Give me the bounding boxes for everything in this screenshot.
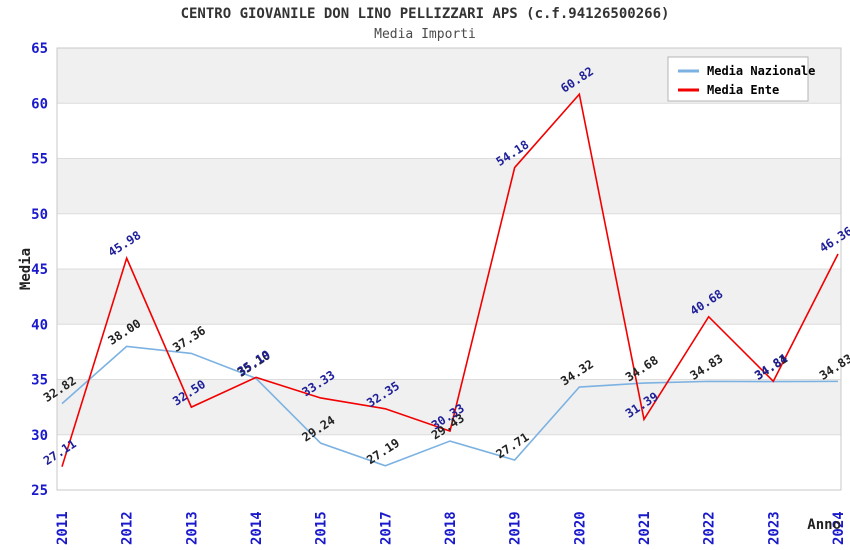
plot-band bbox=[57, 379, 841, 435]
y-tick-label: 65 bbox=[31, 41, 48, 57]
y-tick-label: 30 bbox=[31, 428, 48, 444]
data-label: 27.19 bbox=[364, 436, 402, 467]
x-tick-label: 2013 bbox=[184, 511, 200, 545]
y-tick-label: 55 bbox=[31, 152, 48, 168]
x-tick-label: 2014 bbox=[249, 511, 265, 545]
legend-label: Media Ente bbox=[707, 83, 779, 97]
series-line-media-nazionale bbox=[61, 345, 839, 467]
data-label: 34.83 bbox=[817, 351, 850, 382]
x-tick-label: 2022 bbox=[702, 511, 718, 545]
legend-label: Media Nazionale bbox=[707, 64, 815, 78]
x-tick-label: 2019 bbox=[508, 511, 524, 545]
data-label: 34.83 bbox=[688, 351, 726, 382]
x-tick-label: 2011 bbox=[55, 511, 71, 545]
data-label: 46.36 bbox=[817, 224, 850, 255]
x-axis-title: Anno bbox=[807, 517, 841, 533]
plot-border bbox=[56, 47, 842, 491]
x-tick-label: 2021 bbox=[637, 511, 653, 545]
x-tick-label: 2017 bbox=[378, 511, 394, 545]
x-tick-label: 2015 bbox=[314, 511, 330, 545]
data-label: 45.98 bbox=[106, 228, 144, 259]
y-tick-label: 60 bbox=[31, 96, 48, 112]
x-tick-label: 2023 bbox=[766, 511, 782, 545]
chart-subtitle: Media Importi bbox=[374, 27, 476, 42]
y-axis-title: Media bbox=[18, 248, 34, 290]
y-tick-label: 45 bbox=[31, 262, 48, 278]
series-line-media-ente bbox=[61, 92, 839, 467]
x-tick-label: 2018 bbox=[443, 511, 459, 545]
data-label: 37.36 bbox=[170, 323, 208, 354]
plot-band bbox=[57, 269, 841, 325]
legend bbox=[667, 56, 809, 102]
chart-title: CENTRO GIOVANILE DON LINO PELLIZZARI APS… bbox=[180, 6, 670, 22]
y-tick-label: 50 bbox=[31, 207, 48, 223]
plot-band bbox=[57, 158, 841, 214]
y-tick-label: 35 bbox=[31, 373, 48, 389]
x-tick-label: 2024 bbox=[831, 511, 847, 545]
y-tick-label: 40 bbox=[31, 317, 48, 333]
x-tick-label: 2012 bbox=[120, 511, 136, 545]
y-tick-label: 25 bbox=[31, 483, 48, 499]
x-tick-label: 2020 bbox=[572, 511, 588, 545]
